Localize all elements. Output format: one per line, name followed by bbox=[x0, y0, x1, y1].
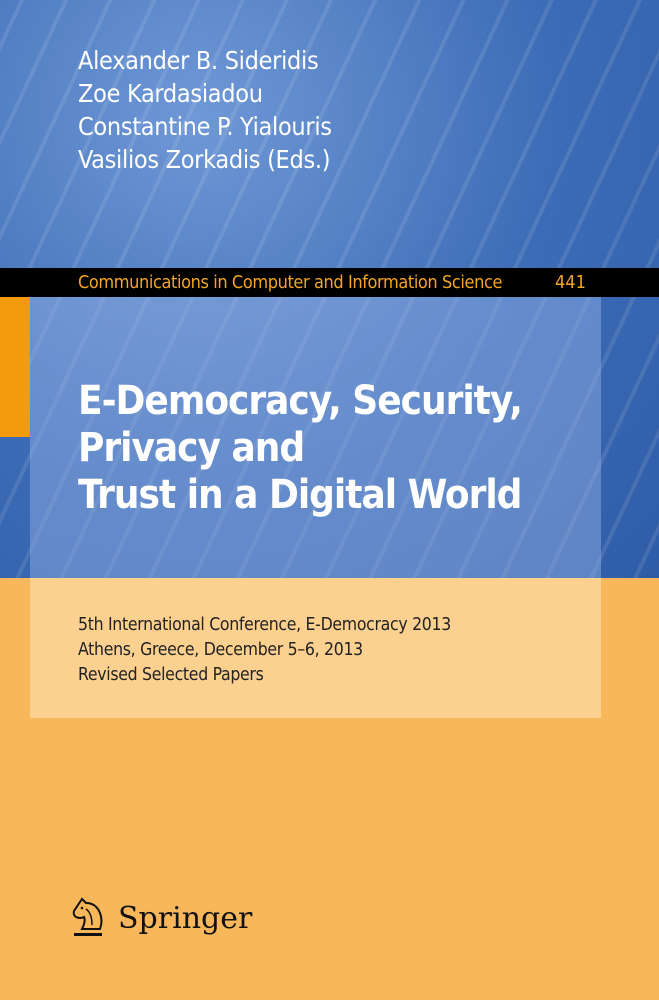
series-band: Communications in Computer and Informati… bbox=[0, 268, 659, 297]
series-name: Communications in Computer and Informati… bbox=[78, 272, 503, 293]
knight-horse-icon bbox=[72, 897, 103, 936]
author: Constantine P. Yialouris bbox=[78, 112, 332, 141]
title-line: E-Democracy, Security, bbox=[78, 378, 523, 424]
subtitle-line: Athens, Greece, December 5–6, 2013 bbox=[78, 640, 363, 660]
orange-tab bbox=[0, 297, 30, 437]
subtitle-line: 5th International Conference, E-Democrac… bbox=[78, 615, 451, 635]
subtitle-line: Revised Selected Papers bbox=[78, 665, 264, 685]
title-line: Trust in a Digital World bbox=[78, 472, 522, 518]
author-list: Alexander B. Sideridis Zoe Kardasiadou C… bbox=[78, 44, 332, 176]
series-volume: 441 bbox=[555, 272, 586, 293]
author: Zoe Kardasiadou bbox=[78, 79, 263, 108]
author: Vasilios Zorkadis (Eds.) bbox=[78, 145, 331, 174]
title-panel bbox=[30, 297, 601, 578]
author: Alexander B. Sideridis bbox=[78, 46, 319, 75]
springer-logo: Springer bbox=[70, 895, 252, 941]
subtitle: 5th International Conference, E-Democrac… bbox=[78, 613, 451, 688]
publisher-name: Springer bbox=[118, 900, 253, 936]
book-title: E-Democracy, Security, Privacy and Trust… bbox=[78, 378, 523, 519]
subtitle-panel bbox=[30, 578, 601, 718]
title-line: Privacy and bbox=[78, 425, 305, 471]
